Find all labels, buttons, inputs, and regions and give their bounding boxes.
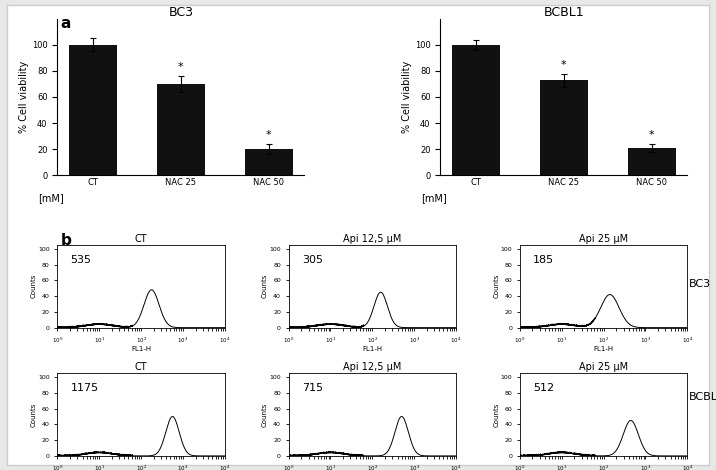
X-axis label: FL1-H: FL1-H (131, 346, 151, 352)
Y-axis label: Counts: Counts (493, 402, 499, 427)
Bar (628, 148, 676, 175)
Title: Api 25 μM: Api 25 μM (579, 234, 628, 244)
Title: Api 12,5 μM: Api 12,5 μM (343, 234, 402, 244)
Bar (245, 149, 293, 175)
Text: BCBL1: BCBL1 (689, 392, 716, 402)
Text: b: b (61, 233, 72, 248)
Text: *: * (266, 130, 272, 140)
Title: Api 12,5 μM: Api 12,5 μM (343, 362, 402, 372)
Text: 1175: 1175 (71, 383, 99, 393)
Text: 305: 305 (302, 255, 323, 265)
Text: *: * (649, 130, 654, 140)
Bar (540, 80, 588, 175)
Text: 535: 535 (71, 255, 92, 265)
Text: [mM]: [mM] (421, 193, 447, 204)
Title: BC3: BC3 (168, 6, 193, 19)
Bar (452, 45, 500, 175)
Text: *: * (561, 60, 566, 70)
Bar (69, 45, 117, 175)
Y-axis label: Counts: Counts (31, 274, 37, 298)
X-axis label: FL1-H: FL1-H (362, 346, 382, 352)
Y-axis label: Counts: Counts (262, 274, 268, 298)
Title: CT: CT (135, 234, 147, 244)
Y-axis label: Counts: Counts (262, 402, 268, 427)
X-axis label: FL1-H: FL1-H (594, 346, 614, 352)
Text: 185: 185 (533, 255, 554, 265)
Text: 715: 715 (302, 383, 323, 393)
Text: BC3: BC3 (689, 279, 711, 290)
Bar (157, 84, 205, 175)
Text: a: a (61, 16, 71, 31)
Text: [mM]: [mM] (38, 193, 64, 204)
Y-axis label: Counts: Counts (493, 274, 499, 298)
Y-axis label: % Cell viability: % Cell viability (19, 61, 29, 133)
Text: *: * (178, 62, 183, 72)
Text: 512: 512 (533, 383, 554, 393)
Y-axis label: Counts: Counts (31, 402, 37, 427)
Title: Api 25 μM: Api 25 μM (579, 362, 628, 372)
Title: BCBL1: BCBL1 (543, 6, 584, 19)
Y-axis label: % Cell viability: % Cell viability (402, 61, 412, 133)
Title: CT: CT (135, 362, 147, 372)
